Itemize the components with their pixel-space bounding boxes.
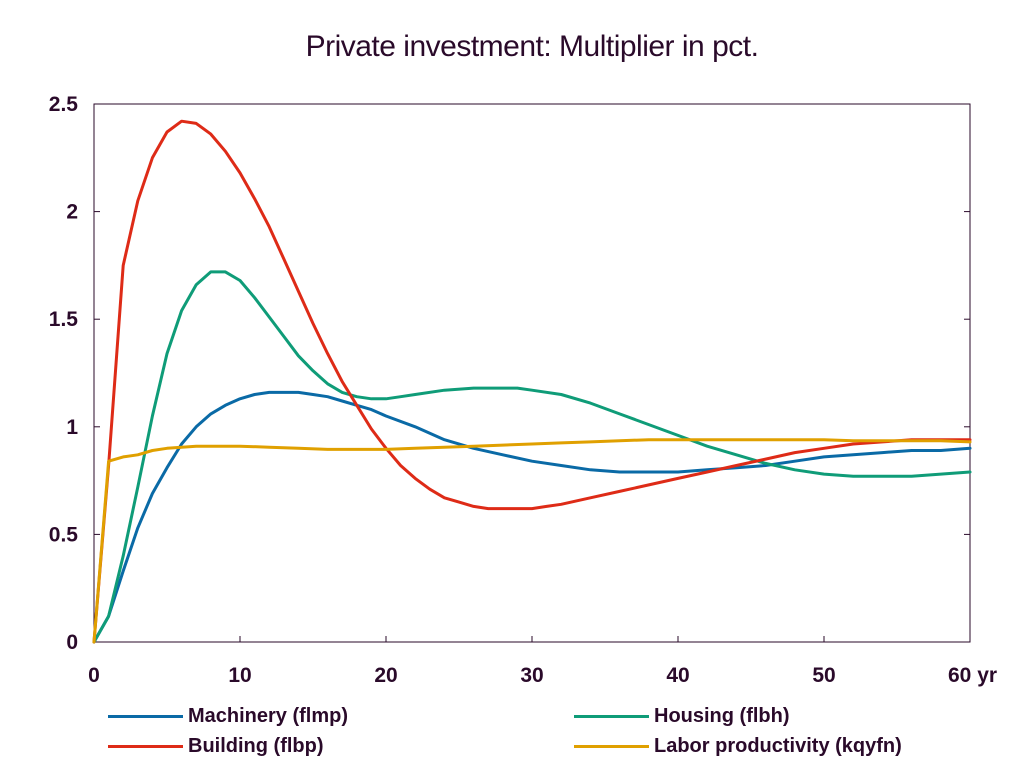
- chart-axes: [93, 103, 971, 643]
- y-tick-label: 2.5: [49, 93, 79, 116]
- series-line-building: [92, 119, 972, 644]
- chart-title: Private investment: Multiplier in pct.: [305, 30, 759, 63]
- plot-frame: [93, 103, 971, 643]
- x-tick-label: 40: [666, 664, 689, 687]
- series-line-housing: [92, 270, 972, 644]
- x-tick-label: 10: [228, 664, 251, 687]
- series-line-machinery: [92, 390, 972, 644]
- y-tick-label: 1.5: [49, 308, 79, 331]
- x-tick-label: 0: [88, 664, 100, 687]
- y-tick-label: 0.5: [49, 523, 79, 546]
- y-tick-label: 1: [66, 416, 78, 439]
- y-tick-label: 2: [66, 201, 78, 224]
- tick-labels: 0 0.5 1 1.5 2 2.5 0 10 20 30 40 50 60 yr: [49, 93, 997, 687]
- x-tick-label: 20: [374, 664, 397, 687]
- x-tick-label: 60 yr: [948, 664, 997, 687]
- x-tick-label: 50: [812, 664, 835, 687]
- series-layer: [92, 119, 972, 644]
- series-line-labor-productivity: [92, 438, 972, 644]
- y-tick-label: 0: [66, 631, 78, 654]
- x-tick-label: 30: [520, 664, 543, 687]
